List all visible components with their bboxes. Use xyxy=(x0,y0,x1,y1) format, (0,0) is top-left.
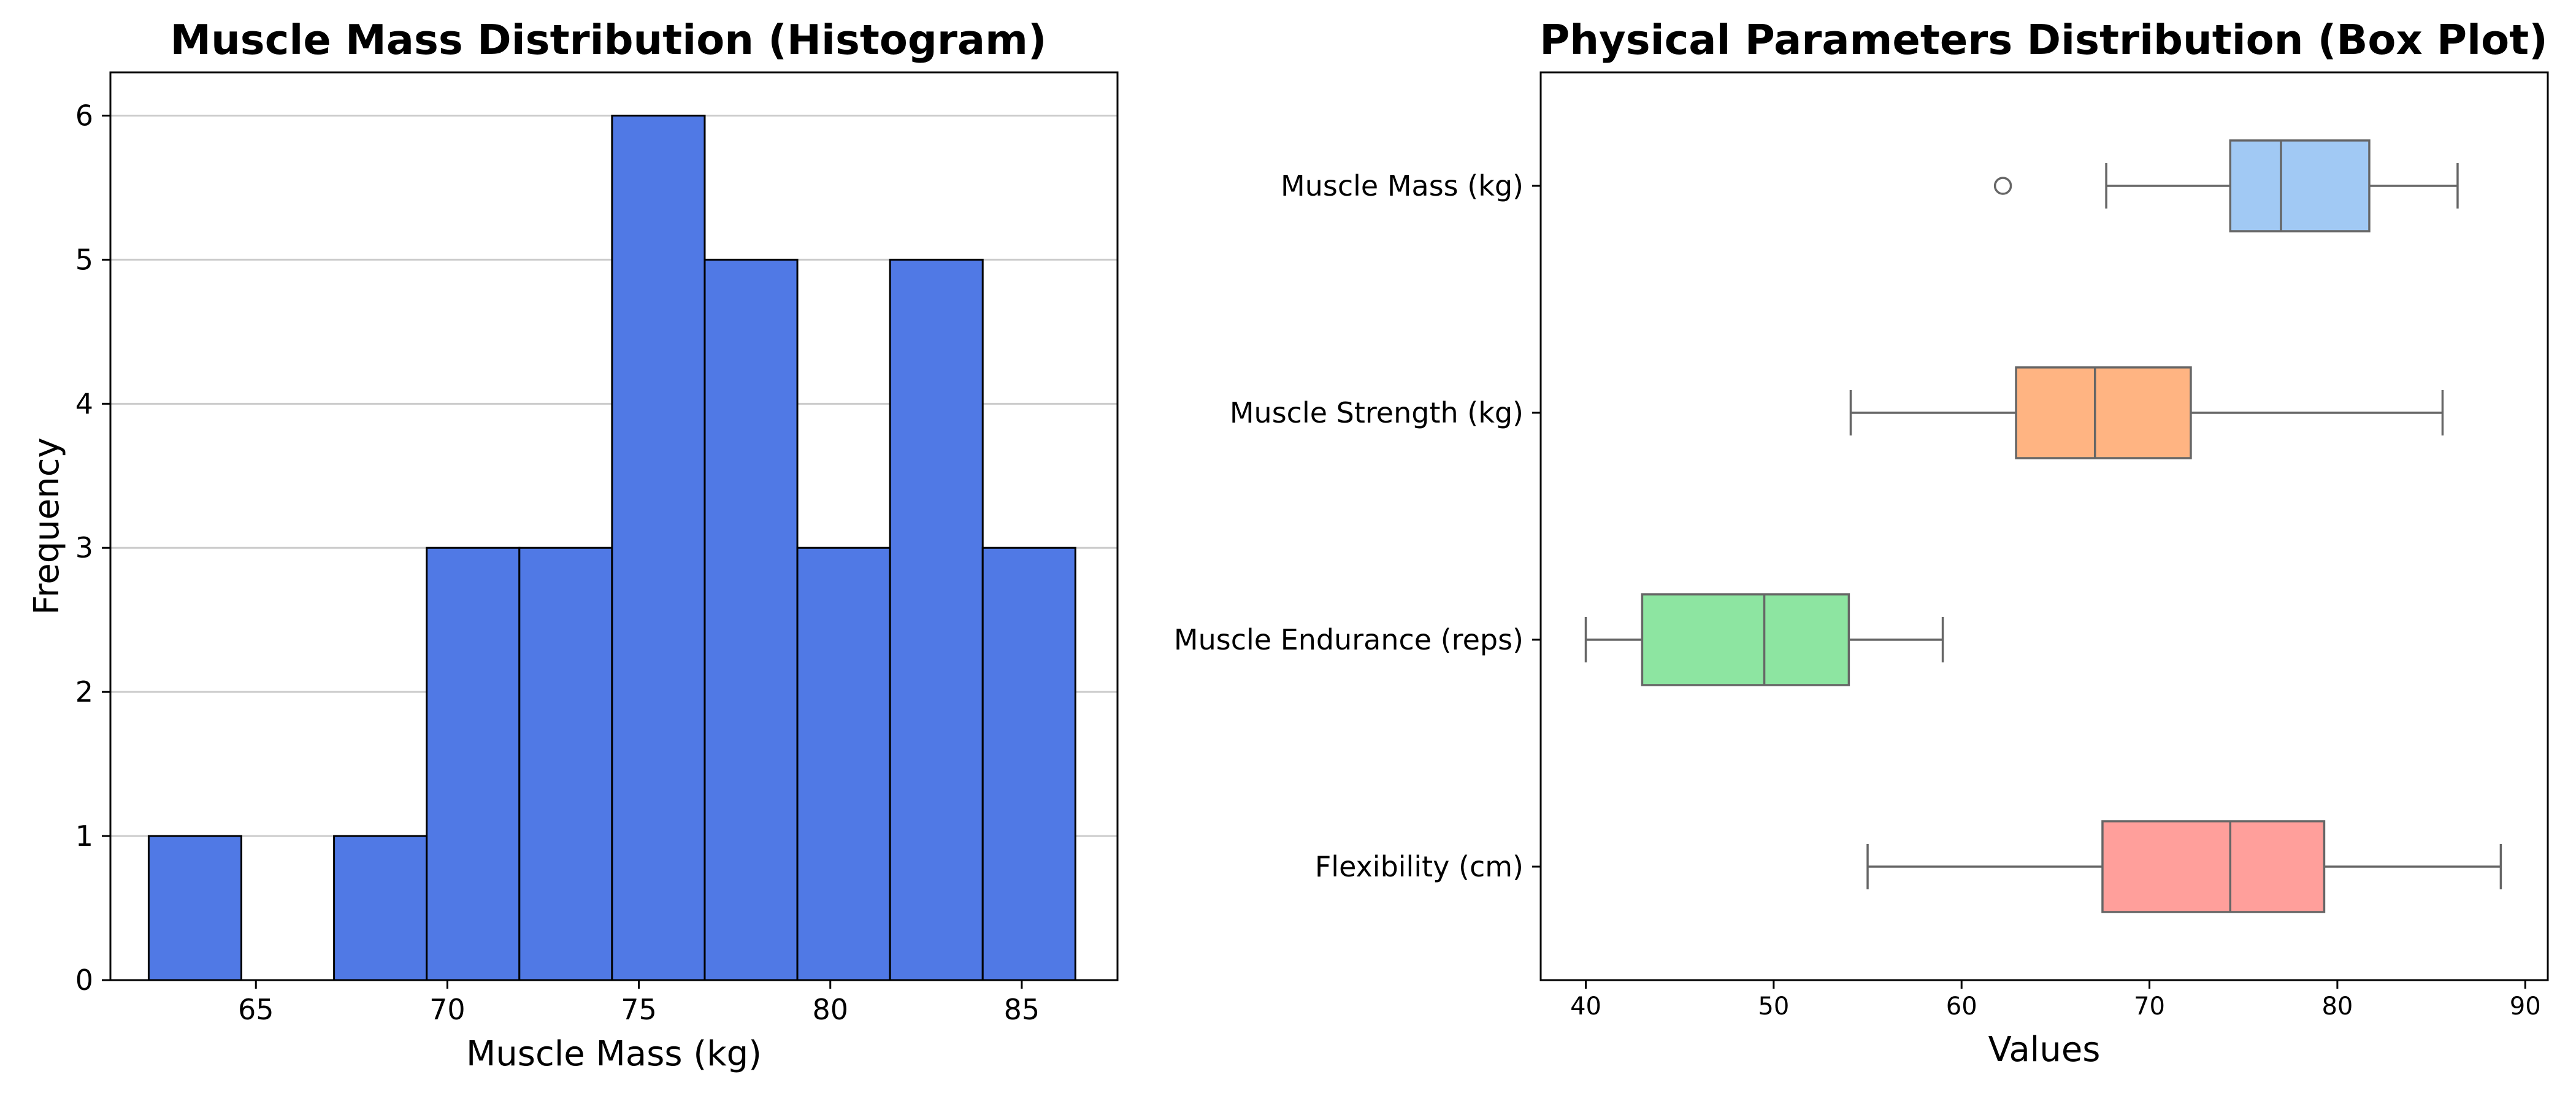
boxplot-category-label: Flexibility (cm) xyxy=(1315,850,1524,883)
boxplot-x-tick-label: 50 xyxy=(1758,992,1789,1021)
boxplot-x-tick-label: 80 xyxy=(2321,992,2353,1021)
histogram-bar xyxy=(147,835,243,981)
boxplot-category-label: Muscle Mass (kg) xyxy=(1281,169,1524,202)
boxplot-boxes xyxy=(1584,139,2502,913)
boxplot-box xyxy=(2101,820,2326,913)
histogram-y-tick-label: 1 xyxy=(75,819,93,853)
histogram-bar xyxy=(796,546,891,981)
boxplot-box xyxy=(2229,139,2371,232)
histogram-bar xyxy=(889,258,984,981)
histogram-bar xyxy=(518,546,613,981)
histogram-bar xyxy=(981,546,1076,981)
histogram-y-axis-label: Frequency xyxy=(27,437,67,615)
histogram-x-tick-label: 65 xyxy=(238,993,274,1026)
histogram-title: Muscle Mass Distribution (Histogram) xyxy=(170,16,1046,64)
boxplot-x-tick-label: 90 xyxy=(2510,992,2541,1021)
boxplot-x-ticks: 40 50 60 70 80 90 xyxy=(1570,980,2541,1021)
histogram-y-tick-label: 4 xyxy=(75,387,93,420)
histogram-panel: Muscle Mass Distribution (Histogram) 65 7… xyxy=(27,16,1119,1074)
histogram-x-tick-label: 80 xyxy=(812,993,848,1026)
histogram-bar xyxy=(333,835,428,981)
histogram-bar xyxy=(611,114,706,981)
histogram-y-tick-label: 0 xyxy=(75,964,93,997)
boxplot-box xyxy=(2015,366,2192,459)
boxplot-category-label: Muscle Strength (kg) xyxy=(1230,396,1524,429)
boxplot-outlier xyxy=(1993,177,2012,195)
boxplot-x-tick-label: 60 xyxy=(1946,992,1977,1021)
histogram-x-axis-label: Muscle Mass (kg) xyxy=(466,1034,762,1074)
boxplot-title: Physical Parameters Distribution (Box Pl… xyxy=(1539,16,2548,64)
histogram-plot-frame xyxy=(109,71,1119,981)
histogram-y-ticks: 0 1 2 3 4 5 6 xyxy=(75,99,110,997)
boxplot-x-tick-label: 70 xyxy=(2134,992,2165,1021)
histogram-bar xyxy=(426,546,521,981)
boxplot-category-labels: Muscle Mass (kg) Muscle Strength (kg) Musc… xyxy=(1174,169,1541,883)
histogram-y-tick-label: 6 xyxy=(75,99,93,132)
histogram-x-tick-label: 85 xyxy=(1004,993,1040,1026)
histogram-bars xyxy=(147,114,1076,981)
boxplot-category-label: Muscle Endurance (reps) xyxy=(1174,623,1524,656)
histogram-y-tick-label: 2 xyxy=(75,675,93,708)
boxplot-plot-frame xyxy=(1539,71,2549,981)
histogram-y-tick-label: 5 xyxy=(75,243,93,276)
histogram-x-ticks: 65 70 75 80 85 xyxy=(238,980,1040,1026)
histogram-bar xyxy=(703,258,799,981)
boxplot-x-tick-label: 40 xyxy=(1570,992,1601,1021)
histogram-x-tick-label: 75 xyxy=(621,993,657,1026)
histogram-x-tick-label: 70 xyxy=(429,993,466,1026)
boxplot-box xyxy=(1641,593,1850,686)
boxplot-x-axis-label: Values xyxy=(1988,1030,2101,1070)
histogram-y-tick-label: 3 xyxy=(75,531,93,564)
boxplot-panel: Physical Parameters Distribution (Box Pl… xyxy=(1174,16,2549,1070)
